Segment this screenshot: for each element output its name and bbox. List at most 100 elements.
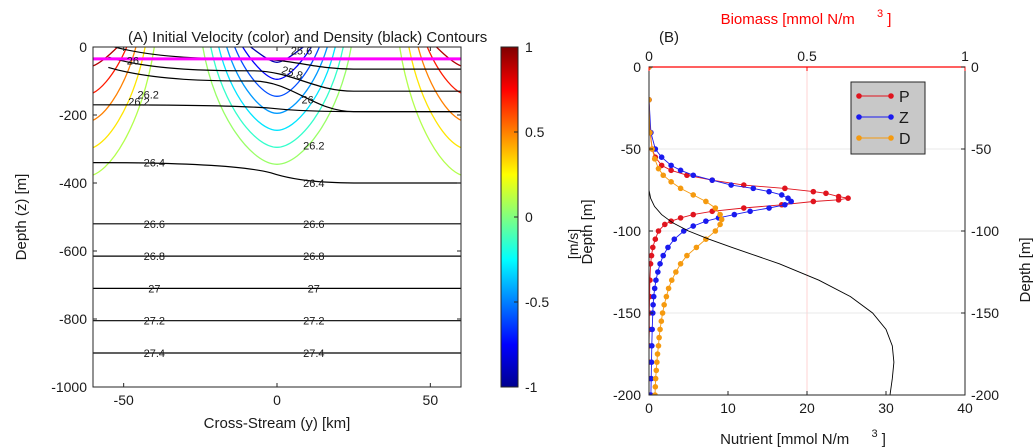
series-point-D <box>684 252 690 259</box>
velocity-contour <box>93 47 118 67</box>
series-point-D <box>661 302 667 308</box>
density-label: 27.2 <box>144 316 165 328</box>
series-point-D <box>655 343 662 349</box>
series-point-D <box>655 165 662 172</box>
series-point-P <box>662 221 668 228</box>
panel-a-axes: -50 0 50 0 -200 -400 -600 -800 -1000 <box>51 39 461 408</box>
panel-b-ylabel-right: Depth [m] <box>1017 237 1034 302</box>
density-contour-line <box>108 66 461 113</box>
bottom-tick-label: 0 <box>645 400 653 416</box>
colorbar-tick-label: 1 <box>525 39 533 55</box>
legend-label-Z: Z <box>899 110 909 127</box>
density-label: 26.2 <box>128 96 149 108</box>
series-point-D <box>649 97 652 103</box>
series-point-D <box>657 326 663 333</box>
series-point-Z <box>690 172 697 179</box>
velocity-contour <box>250 47 304 63</box>
series-point-Z <box>766 205 772 211</box>
right-y-tick-label: -100 <box>971 223 999 239</box>
panel-a: (A) Initial Velocity (color) and Density… <box>13 29 487 432</box>
density-contours <box>93 47 461 354</box>
colorbar-tick-label: 0.5 <box>525 124 545 140</box>
series-point-D <box>660 172 667 179</box>
series-point-D <box>654 351 661 357</box>
series-point-Z <box>703 218 709 224</box>
panel-a-title: (A) Initial Velocity (color) and Density… <box>128 29 487 46</box>
right-y-tick-label: -50 <box>971 141 991 157</box>
series-point-P <box>649 277 653 283</box>
series-point-D <box>653 367 660 374</box>
series-point-D <box>703 198 709 205</box>
density-contour-line <box>93 104 461 113</box>
top-tick-label: 0.5 <box>797 48 817 64</box>
series-point-P <box>655 228 662 234</box>
right-y-tick-label: -150 <box>971 305 999 321</box>
series-point-D <box>677 261 684 267</box>
series-point-D <box>658 318 665 325</box>
density-label: 26.4 <box>144 158 165 170</box>
series-point-P <box>649 261 654 267</box>
panel-a-xlabel: Cross-Stream (y) [km] <box>204 415 351 432</box>
density-label: 27.2 <box>303 316 324 328</box>
top-axis-label-sup: 3 <box>877 8 883 20</box>
legend-marker-P <box>888 93 894 99</box>
series-point-Z <box>728 182 734 188</box>
panel-b: 0 0.5 10 10 20 30 400 0-50 -50-100 -100-150 -150-2… <box>579 8 1034 448</box>
legend-marker-P <box>856 93 862 99</box>
series-point-Z <box>671 236 678 242</box>
velocity-contour <box>93 47 155 176</box>
density-label: 26.4 <box>303 178 324 190</box>
colorbar: 1 0.5 0 -0.5 -1 [m/s] <box>500 39 581 395</box>
series-point-Z <box>709 177 715 183</box>
legend-box <box>850 81 926 155</box>
colorbar-tick-label: -1 <box>525 379 538 395</box>
series-point-P <box>835 197 842 203</box>
series-point-D <box>649 129 653 136</box>
series-point-P <box>810 188 817 195</box>
bottom-tick-label: 40 <box>957 400 973 416</box>
series-point-P <box>677 215 684 221</box>
x-tick-label: 50 <box>423 392 439 408</box>
series-point-D <box>652 384 659 390</box>
top-axis-label-close: ] <box>887 11 891 28</box>
velocity-contour <box>226 47 328 114</box>
series-point-Z <box>650 302 656 308</box>
density-label: 26.2 <box>137 90 158 102</box>
series-point-Z <box>788 198 794 205</box>
y-tick-label: -1000 <box>51 379 87 395</box>
series-point-P <box>782 185 788 192</box>
density-label: 26.8 <box>303 251 324 263</box>
series-point-P <box>823 190 829 197</box>
y-tick-label: -400 <box>59 175 87 191</box>
velocity-contour <box>242 47 312 80</box>
bottom-tick-label: 10 <box>720 400 736 416</box>
bottom-axis-label-close: ] <box>882 431 886 448</box>
series-point-D <box>668 179 674 185</box>
top-tick-label: 0 <box>645 48 653 64</box>
density-label: 26.2 <box>303 141 324 153</box>
series-point-Z <box>782 201 788 208</box>
series-point-Z <box>655 269 661 275</box>
left-y-tick-label: -150 <box>613 305 641 321</box>
velocity-contour <box>93 47 137 121</box>
colorbar-tick-label: -0.5 <box>525 294 549 310</box>
series-point-P <box>741 205 747 211</box>
velocity-contour <box>93 47 146 149</box>
y-tick-label: 0 <box>79 39 87 55</box>
velocity-contour <box>202 47 352 165</box>
density-label: 27 <box>308 283 320 295</box>
velocity-contour <box>408 47 461 149</box>
bottom-axis-label-main: Nutrient [mmol N/m <box>720 431 849 448</box>
density-label: 26.8 <box>144 251 165 263</box>
series-point-D <box>656 334 662 341</box>
right-y-tick-label: -200 <box>971 387 999 403</box>
series-point-D <box>718 216 725 223</box>
density-contour-line <box>93 162 461 184</box>
series-point-P <box>684 172 690 179</box>
y-tick-label: -800 <box>59 311 87 327</box>
series-point-D <box>690 192 697 198</box>
bottom-tick-label: 20 <box>799 400 815 416</box>
left-y-tick-label: -50 <box>621 141 641 157</box>
series-point-D <box>649 67 652 70</box>
velocity-contour <box>436 47 461 67</box>
